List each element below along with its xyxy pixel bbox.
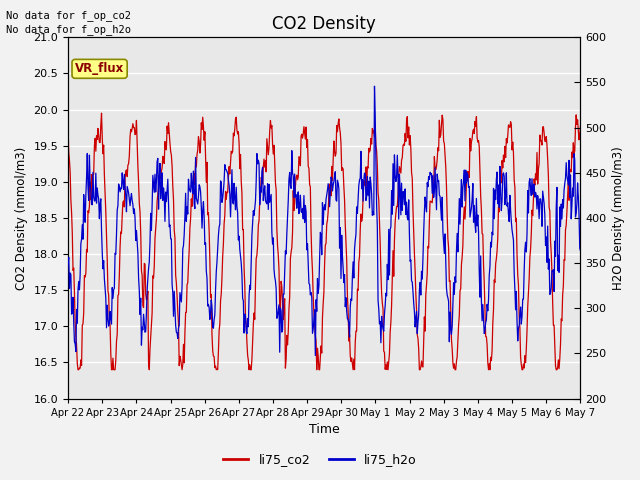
- Text: No data for f_op_co2
No data for f_op_h2o: No data for f_op_co2 No data for f_op_h2…: [6, 10, 131, 35]
- X-axis label: Time: Time: [309, 423, 340, 436]
- Y-axis label: CO2 Density (mmol/m3): CO2 Density (mmol/m3): [15, 146, 28, 289]
- Title: CO2 Density: CO2 Density: [273, 15, 376, 33]
- Y-axis label: H2O Density (mmol/m3): H2O Density (mmol/m3): [612, 146, 625, 290]
- Legend: li75_co2, li75_h2o: li75_co2, li75_h2o: [218, 448, 422, 471]
- Text: VR_flux: VR_flux: [75, 62, 124, 75]
